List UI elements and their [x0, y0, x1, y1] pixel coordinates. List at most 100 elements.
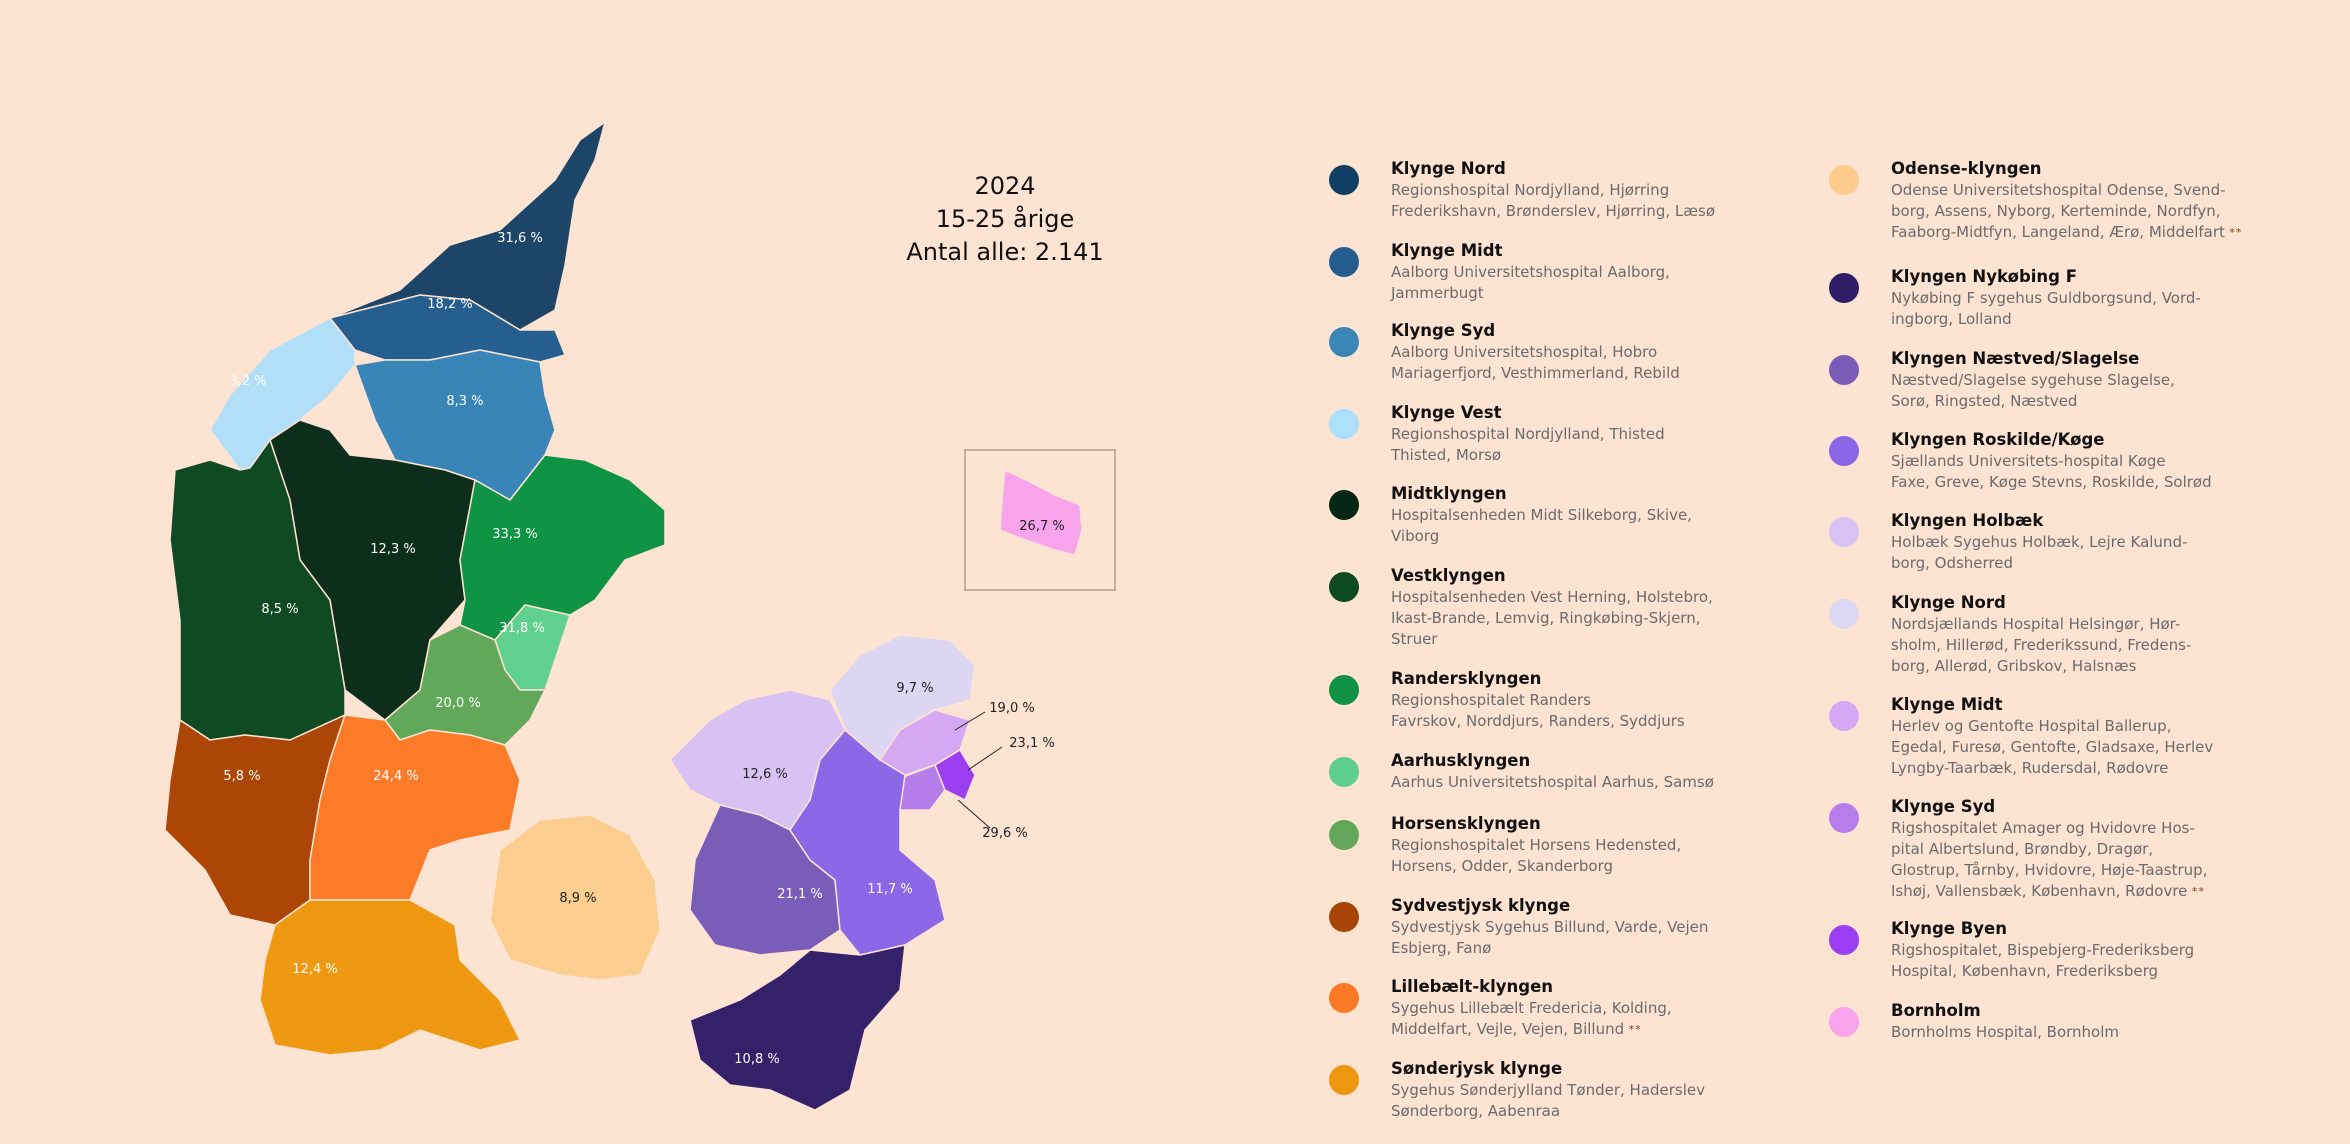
legend-item: Odense-klyngen Odense Universitetshospita… — [1827, 158, 2350, 243]
legend-swatch — [1329, 820, 1359, 850]
legend-desc: Sjællands Universitets-hospital Køge Fax… — [1891, 452, 2212, 491]
legend-item: Sønderjysk klynge Sygehus Sønderjylland T… — [1327, 1058, 1811, 1122]
legend-name: Lillebælt-klyngen — [1391, 977, 1554, 996]
legend-item: Klyngen Nykøbing F Nykøbing F sygehus Gul… — [1827, 266, 2350, 330]
legend-name: Randersklyngen — [1391, 669, 1542, 688]
legend-note-marker: ** — [1624, 1023, 1642, 1036]
legend-item: Aarhusklyngen Aarhus Universitetshospital… — [1327, 750, 1811, 793]
region-5[interactable] — [169, 438, 346, 741]
region-label-1: 18,2 % — [427, 297, 472, 312]
legend-swatch — [1329, 983, 1359, 1013]
legend-name: Sydvestjysk klynge — [1391, 896, 1571, 915]
legend-name: Odense-klyngen — [1891, 159, 2042, 178]
legend-item: Lillebælt-klyngen Sygehus Lillebælt Frede… — [1327, 976, 1811, 1040]
region-label-5: 8,5 % — [261, 602, 298, 617]
region-14[interactable] — [689, 804, 841, 956]
legend-name: Klynge Syd — [1891, 797, 1996, 816]
legend-desc: Herlev og Gentofte Hospital Ballerup, Eg… — [1891, 717, 2214, 777]
legend-desc: Nordsjællands Hospital Helsingør, Hør- s… — [1891, 615, 2192, 675]
region-11[interactable] — [259, 899, 522, 1056]
map-title: 2024 15-25 årige Antal alle: 2.141 — [870, 170, 1140, 269]
region-21[interactable] — [999, 468, 1083, 556]
leader-line — [957, 799, 991, 829]
region-label-15: 11,7 % — [867, 882, 912, 897]
legend-swatch — [1829, 599, 1859, 629]
region-13[interactable] — [689, 944, 906, 1111]
legend-swatch — [1829, 436, 1859, 466]
region-15[interactable] — [789, 728, 946, 956]
legend-desc: Hospitalsenheden Vest Herning, Holstebro… — [1391, 588, 1713, 648]
legend-name: Bornholm — [1891, 1001, 1981, 1020]
legend-swatch — [1329, 409, 1359, 439]
legend-item: Klyngen Næstved/Slagelse Næstved/Slagelse… — [1827, 348, 2350, 412]
legend-desc: Regionshospitalet Randers Favrskov, Nord… — [1391, 691, 1685, 730]
legend-name: Horsensklyngen — [1391, 814, 1541, 833]
region-20[interactable] — [934, 748, 976, 802]
legend-name: Klynge Midt — [1391, 241, 1503, 260]
legend-item: Bornholm Bornholms Hospital, Bornholm — [1827, 1000, 2350, 1043]
legend-name: Klynge Syd — [1391, 321, 1496, 340]
region-label-17: 9,7 % — [896, 681, 933, 696]
legend-desc: Rigshospitalet, Bispebjerg-Frederiksberg… — [1891, 941, 2195, 980]
legend-item: Horsensklyngen Regionshospitalet Horsens … — [1327, 813, 1811, 877]
legend-item: Vestklyngen Hospitalsenheden Vest Herning… — [1327, 565, 1811, 650]
legend-item: Klynge Nord Nordsjællands Hospital Helsin… — [1827, 592, 2350, 677]
legend-swatch — [1829, 517, 1859, 547]
legend-item: Randersklyngen Regionshospitalet Randers … — [1327, 668, 1811, 732]
legend-item: Klynge Midt Aalborg Universitetshospital … — [1327, 240, 1811, 304]
legend-swatch — [1329, 1065, 1359, 1095]
legend-desc: Odense Universitetshospital Odense, Sven… — [1891, 181, 2243, 241]
leader-line — [954, 711, 986, 731]
legend-note-marker: ** — [2224, 226, 2243, 239]
bornholm-inset-frame — [964, 449, 1116, 591]
region-10[interactable] — [309, 714, 521, 901]
region-label-2: 8,3 % — [446, 394, 483, 409]
legend-desc: Næstved/Slagelse sygehuse Slagelse, Sorø… — [1891, 371, 2175, 410]
region-18[interactable] — [878, 709, 971, 776]
legend-name: Klynge Byen — [1891, 919, 2007, 938]
legend-desc: Holbæk Sygehus Holbæk, Lejre Kalund- bor… — [1891, 533, 2188, 572]
title-total: Antal alle: 2.141 — [906, 238, 1104, 266]
zealand — [669, 634, 976, 1111]
legend-swatch — [1829, 273, 1859, 303]
legend-item: Midtklyngen Hospitalsenheden Midt Silkebo… — [1327, 483, 1811, 547]
legend-swatch — [1829, 701, 1859, 731]
jutland — [164, 120, 666, 1056]
region-3[interactable] — [209, 317, 356, 471]
map-labels: 31,6 % 18,2 % 8,3 % 3,2 % 12,3 % 8,5 % 33,3 % 3… — [223, 231, 1064, 1067]
region-label-0: 31,6 % — [497, 231, 542, 246]
legend-name: Vestklyngen — [1391, 566, 1506, 585]
legend-desc: Hospitalsenheden Midt Silkeborg, Skive, … — [1391, 506, 1692, 545]
legend-swatch — [1329, 327, 1359, 357]
region-label-11: 12,4 % — [292, 962, 337, 977]
legend-note-marker: ** — [2187, 885, 2205, 898]
legend-name: Klynge Midt — [1891, 695, 2003, 714]
legend-desc: Nykøbing F sygehus Guldborgsund, Vord- i… — [1891, 289, 2201, 328]
region-label-20: 29,6 % — [982, 826, 1027, 841]
region-label-8: 20,0 % — [435, 696, 480, 711]
legend-name: Klynge Nord — [1891, 593, 2006, 612]
region-label-10: 24,4 % — [373, 769, 418, 784]
legend-swatch — [1329, 572, 1359, 602]
legend-swatch — [1329, 490, 1359, 520]
title-year: 2024 — [974, 172, 1036, 200]
legend-item: Sydvestjysk klynge Sydvestjysk Sygehus Bi… — [1327, 895, 1811, 959]
legend-name: Midtklyngen — [1391, 484, 1507, 503]
region-label-21: 26,7 % — [1019, 519, 1064, 534]
region-label-7: 31,8 % — [499, 621, 544, 636]
region-1[interactable] — [328, 294, 567, 363]
legend-desc: Sydvestjysk Sygehus Billund, Varde, Veje… — [1391, 918, 1709, 957]
region-label-12: 8,9 % — [559, 891, 596, 906]
region-12[interactable] — [489, 814, 661, 981]
legend-name: Klyngen Roskilde/Køge — [1891, 430, 2105, 449]
legend-desc: Sygehus Lillebælt Fredericia, Kolding, M… — [1391, 999, 1672, 1038]
legend-item: Klynge Syd Rigshospitalet Amager og Hvido… — [1827, 796, 2350, 902]
legend-item: Klynge Byen Rigshospitalet, Bispebjerg-Fr… — [1827, 918, 2350, 982]
region-6[interactable] — [459, 454, 666, 641]
legend-swatch — [1329, 757, 1359, 787]
region-label-3: 3,2 % — [229, 374, 266, 389]
legend-name: Klynge Nord — [1391, 159, 1506, 178]
legend-name: Klyngen Næstved/Slagelse — [1891, 349, 2140, 368]
denmark-map: 31,6 % 18,2 % 8,3 % 3,2 % 12,3 % 8,5 % 33,3 % 3… — [164, 120, 1116, 1111]
legend-item: Klyngen Holbæk Holbæk Sygehus Holbæk, Lej… — [1827, 510, 2350, 574]
